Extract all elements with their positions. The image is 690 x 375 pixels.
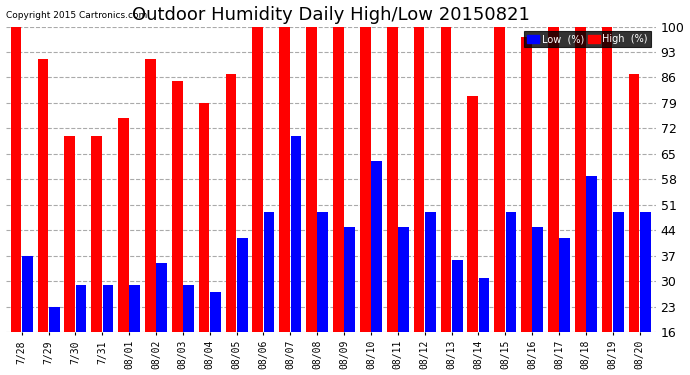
Bar <box>49 307 59 332</box>
Bar <box>613 212 624 332</box>
Bar <box>130 285 140 332</box>
Bar <box>494 27 505 332</box>
Bar <box>440 27 451 332</box>
Bar <box>145 59 156 332</box>
Bar <box>398 227 408 332</box>
Bar <box>479 278 489 332</box>
Bar <box>183 285 194 332</box>
Bar <box>575 27 586 332</box>
Bar <box>10 27 21 332</box>
Legend: Low  (%), High  (%): Low (%), High (%) <box>524 32 651 47</box>
Bar <box>253 27 263 332</box>
Title: Outdoor Humidity Daily High/Low 20150821: Outdoor Humidity Daily High/Low 20150821 <box>132 6 529 24</box>
Bar <box>413 27 424 332</box>
Bar <box>333 27 344 332</box>
Bar <box>103 285 113 332</box>
Bar <box>560 238 570 332</box>
Bar <box>210 292 221 332</box>
Bar <box>64 136 75 332</box>
Bar <box>425 212 435 332</box>
Bar <box>37 59 48 332</box>
Bar <box>602 27 613 332</box>
Bar <box>640 212 651 332</box>
Bar <box>506 212 516 332</box>
Bar <box>118 117 129 332</box>
Text: Copyright 2015 Cartronics.com: Copyright 2015 Cartronics.com <box>6 11 147 20</box>
Bar <box>264 212 275 332</box>
Bar <box>371 161 382 332</box>
Bar <box>306 27 317 332</box>
Bar <box>344 227 355 332</box>
Bar <box>533 227 543 332</box>
Bar <box>91 136 102 332</box>
Bar <box>199 103 210 332</box>
Bar <box>586 176 597 332</box>
Bar <box>360 27 371 332</box>
Bar <box>467 96 478 332</box>
Bar <box>548 27 559 332</box>
Bar <box>452 260 462 332</box>
Bar <box>317 212 328 332</box>
Bar <box>387 27 397 332</box>
Bar <box>226 74 237 332</box>
Bar <box>521 38 532 332</box>
Bar <box>22 256 32 332</box>
Bar <box>290 136 302 332</box>
Bar <box>279 27 290 332</box>
Bar <box>237 238 248 332</box>
Bar <box>76 285 86 332</box>
Bar <box>172 81 183 332</box>
Bar <box>629 74 640 332</box>
Bar <box>156 263 167 332</box>
